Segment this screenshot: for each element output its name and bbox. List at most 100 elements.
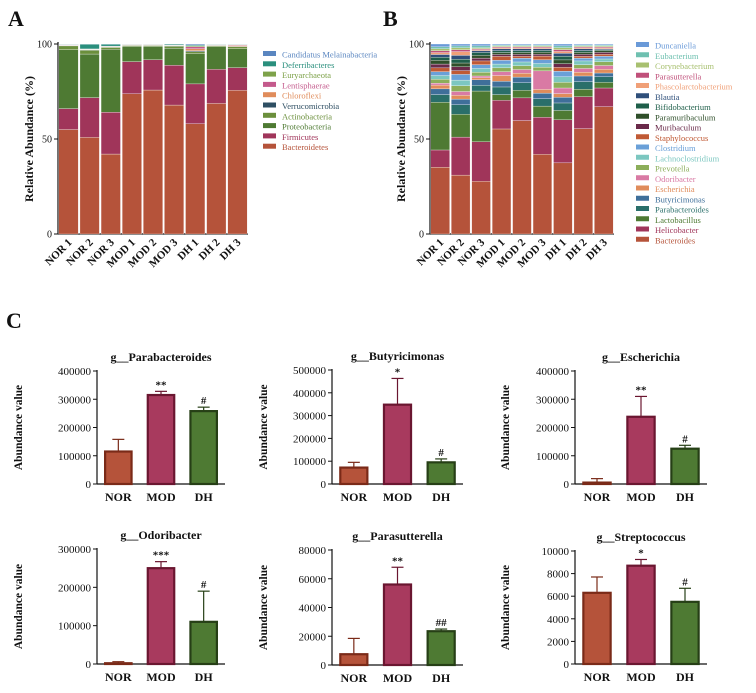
y-tick-label: 300000 <box>58 394 92 406</box>
legend-swatch-clostridium <box>636 144 649 150</box>
segment-dh-2-helicobacter <box>573 96 593 129</box>
segment-mod-1-bifidobacterium <box>492 50 512 53</box>
bar-mod <box>146 567 176 666</box>
segment-dh-2-bacteroides <box>573 128 593 235</box>
segment-dh-3-parabacteroides <box>594 76 614 83</box>
legend-label-lentisphaerae: Lentisphaerae <box>282 80 330 90</box>
segment-dh-1-candidatus-melainabacteria <box>185 43 206 46</box>
segment-nor-2-corynebacterium <box>451 47 471 50</box>
segment-mod-2-blautia <box>512 48 532 51</box>
y-tick-label: 100000 <box>58 621 92 633</box>
bar-charts-c: g__Parabacteroides0100000200000300000400… <box>13 349 707 685</box>
legend-swatch-parabacteroides <box>636 206 649 211</box>
y-tick-label: 300000 <box>293 411 327 423</box>
y-tick-label: 0 <box>47 230 52 241</box>
segment-dh-2-escherichia <box>573 72 593 77</box>
segment-dh-2-firmicutes <box>206 69 227 104</box>
segment-dh-1-lachnoclostridium <box>553 76 573 83</box>
segment-nor-1-phascolarctobacterium <box>430 52 450 55</box>
y-tick-label: 40000 <box>299 603 327 615</box>
x-label-dh: DH <box>676 670 695 684</box>
x-label-dh: DH <box>432 490 451 504</box>
legend-swatch-bifidobacterium <box>636 103 649 109</box>
segment-dh-3-odoribacter <box>594 65 614 70</box>
segment-nor-1-staphylococcus <box>430 67 450 72</box>
legend-swatch-parasutterella <box>636 72 649 78</box>
legend-label-blautia: Blautia <box>655 92 680 102</box>
panel-label-a: A <box>8 6 24 31</box>
segment-mod-1-proteobacteria <box>122 46 142 62</box>
segment-dh-1-muribaculum <box>553 63 573 68</box>
y-tick-label: 100000 <box>293 456 327 468</box>
segment-mod-3-bacteroidetes <box>164 104 184 235</box>
segment-mod-3-prevotella <box>532 67 552 72</box>
segment-nor-1-paramuribaculum <box>430 60 450 65</box>
legend-swatch-butyricimonas <box>636 195 649 201</box>
y-axis-title: Relative Abundance (%) <box>394 76 408 202</box>
y-tick-label: 0 <box>564 479 570 491</box>
legend-swatch-duncaniella <box>636 42 649 47</box>
significance-dh: ## <box>436 617 448 629</box>
segment-nor-2-blautia <box>451 55 471 60</box>
segment-dh-3-butyricimonas <box>594 72 614 77</box>
segment-dh-1-bacteroidetes <box>185 123 206 235</box>
legend-label-actinobacteria: Actinobacteria <box>282 111 332 121</box>
segment-nor-3-staphylococcus <box>471 60 491 65</box>
segment-nor-1-firmicutes <box>58 108 79 130</box>
x-label-dh-3: DH 3 <box>584 236 610 262</box>
significance-dh: # <box>201 579 207 591</box>
segment-nor-2-lactobacillus <box>451 114 471 138</box>
chart-title: g__Butyricimonas <box>351 349 445 363</box>
segment-dh-1-parabacteroides <box>553 102 573 111</box>
y-axis-title: Abundance value <box>258 384 270 469</box>
segment-mod-3-parabacteroides <box>532 98 552 107</box>
segment-nor-2-bacteroidetes <box>79 137 100 235</box>
legend-label-parasutterella: Parasutterella <box>655 71 701 81</box>
segment-mod-2-lachnoclostridium <box>512 61 532 66</box>
legend-label-lachnoclostridium: Lachnoclostridium <box>655 153 720 163</box>
segment-nor-2-parabacteroides <box>451 104 471 115</box>
segment-dh-1-staphylococcus <box>553 67 573 72</box>
significance-mod: ** <box>392 555 404 567</box>
y-tick-label: 200000 <box>293 433 327 445</box>
legend-swatch-muribaculum <box>636 124 649 129</box>
segment-mod-1-escherichia <box>492 75 512 82</box>
legend-label-duncaniella: Duncaniella <box>655 41 696 51</box>
segment-nor-3-parabacteroides <box>471 85 491 92</box>
segment-dh-1-parasutterella <box>553 49 573 52</box>
segment-nor-3-prevotella <box>471 72 491 77</box>
chart-title: g__Odoribacter <box>120 528 202 542</box>
bar-mod <box>382 583 413 667</box>
y-tick-label: 400000 <box>293 388 327 400</box>
x-label-nor: NOR <box>105 490 132 504</box>
y-tick-label: 0 <box>86 479 92 491</box>
legend-label-parabacteroides: Parabacteroides <box>655 205 709 215</box>
y-tick-label: 400000 <box>536 366 570 378</box>
bar-mod <box>146 393 176 486</box>
segment-dh-3-paramuribaculum <box>594 50 614 53</box>
segment-nor-3-lachnoclostridium <box>471 68 491 73</box>
segment-mod-1-clostridium <box>492 60 512 65</box>
segment-mod-1-odoribacter <box>492 71 512 76</box>
legend-swatch-chloroflexi <box>263 92 276 98</box>
significance-mod: *** <box>153 550 170 562</box>
segment-nor-2-butyricimonas <box>451 98 471 105</box>
segment-nor-2-clostridium <box>451 74 471 81</box>
bar-chart-g-parabacteroides: g__Parabacteroides 0 100000 200000 300000 400… <box>13 350 225 504</box>
segment-mod-2-firmicutes <box>143 59 163 91</box>
x-label-nor: NOR <box>584 490 611 504</box>
y-tick-label: 400000 <box>58 366 92 378</box>
segment-dh-1-actinobacteria <box>185 51 206 54</box>
legend-label-clostridium: Clostridium <box>655 143 696 153</box>
segment-mod-1-helicobacter <box>492 100 512 130</box>
x-label-dh: DH <box>432 671 451 685</box>
segment-mod-1-prevotella <box>492 67 512 72</box>
legend-label-bacteroidetes: Bacteroidetes <box>282 142 328 152</box>
y-tick-label: 0 <box>564 659 570 671</box>
segment-mod-1-lachnoclostridium <box>492 63 512 69</box>
bar-nor <box>104 450 133 486</box>
segment-mod-1-paramuribaculum <box>492 52 512 55</box>
segment-dh-1-helicobacter <box>553 119 573 164</box>
segment-mod-1-butyricimonas <box>492 81 512 88</box>
